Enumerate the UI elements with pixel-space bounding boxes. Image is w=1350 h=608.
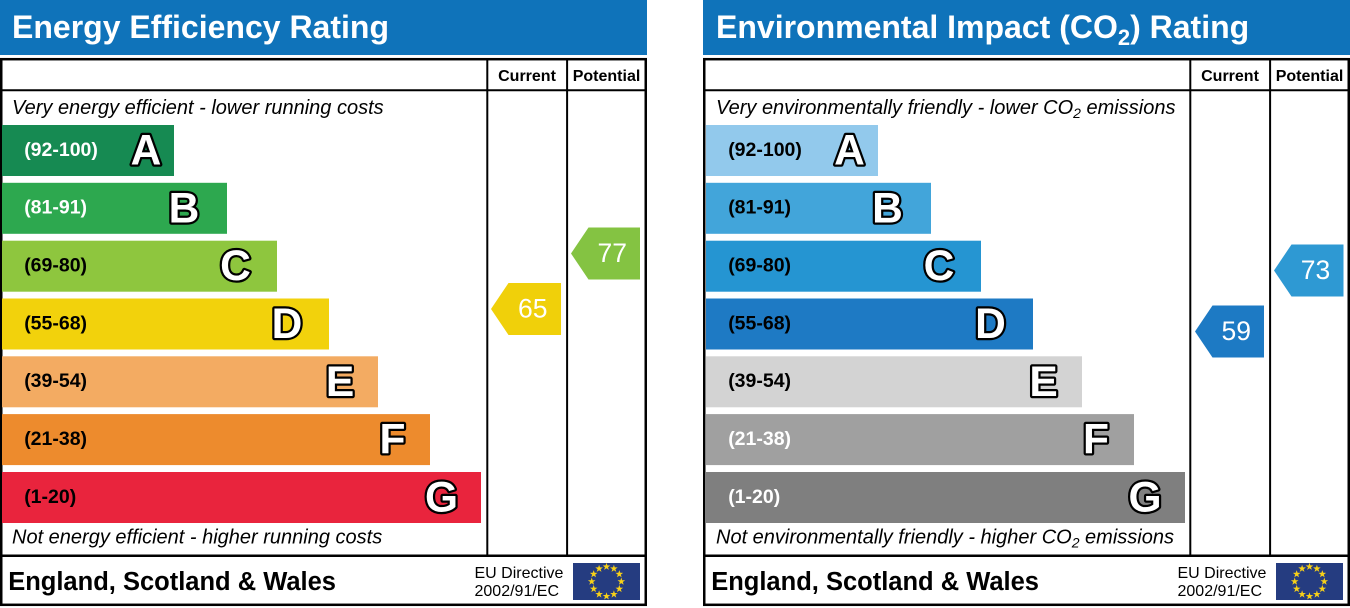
svg-text:(39-54): (39-54)	[24, 370, 87, 392]
svg-text:A: A	[131, 128, 162, 175]
svg-text:(21-38): (21-38)	[24, 428, 87, 450]
svg-text:77: 77	[598, 238, 627, 268]
svg-text:Current: Current	[1201, 68, 1259, 85]
svg-text:(69-80): (69-80)	[24, 255, 87, 277]
svg-text:EU Directive: EU Directive	[475, 565, 564, 582]
svg-text:Very energy efficient - lower: Very energy efficient - lower running co…	[12, 97, 384, 119]
svg-text:B: B	[872, 185, 903, 232]
svg-text:A: A	[834, 128, 865, 175]
svg-text:B: B	[169, 185, 200, 232]
svg-text:(1-20): (1-20)	[728, 486, 780, 508]
svg-text:Very environmentally friendly: Very environmentally friendly - lower CO…	[716, 97, 1175, 121]
svg-text:F: F	[1083, 417, 1109, 464]
svg-text:Environmental Impact (CO2) Rat: Environmental Impact (CO2) Rating	[716, 9, 1249, 50]
svg-text:Potential: Potential	[1276, 68, 1344, 85]
svg-text:England, Scotland & Wales: England, Scotland & Wales	[711, 568, 1039, 596]
svg-text:C: C	[220, 243, 251, 290]
svg-text:F: F	[380, 417, 406, 464]
svg-text:D: D	[975, 301, 1006, 348]
svg-text:(81-91): (81-91)	[728, 197, 791, 219]
svg-text:(21-38): (21-38)	[728, 428, 791, 450]
svg-text:C: C	[924, 243, 955, 290]
svg-text:(1-20): (1-20)	[24, 486, 76, 508]
svg-text:(92-100): (92-100)	[728, 139, 802, 161]
svg-text:(55-68): (55-68)	[24, 312, 87, 334]
svg-text:(55-68): (55-68)	[728, 312, 791, 334]
svg-text:Energy Efficiency Rating: Energy Efficiency Rating	[12, 9, 389, 45]
svg-text:59: 59	[1222, 316, 1251, 346]
svg-text:D: D	[272, 301, 303, 348]
svg-text:(81-91): (81-91)	[24, 197, 87, 219]
svg-text:G: G	[425, 475, 458, 522]
svg-text:G: G	[1128, 475, 1161, 522]
svg-text:2002/91/EC: 2002/91/EC	[1178, 583, 1263, 600]
svg-text:E: E	[326, 359, 354, 406]
svg-text:EU Directive: EU Directive	[1178, 565, 1267, 582]
svg-text:Current: Current	[498, 68, 556, 85]
svg-text:Not environmentally friendly -: Not environmentally friendly - higher CO…	[716, 527, 1174, 551]
svg-text:(39-54): (39-54)	[728, 370, 791, 392]
svg-text:73: 73	[1301, 255, 1330, 285]
svg-text:65: 65	[518, 293, 547, 323]
svg-text:Potential: Potential	[573, 68, 641, 85]
svg-text:England, Scotland & Wales: England, Scotland & Wales	[8, 568, 336, 596]
svg-text:Not energy efficient - higher: Not energy efficient - higher running co…	[12, 527, 382, 549]
svg-text:(92-100): (92-100)	[24, 139, 98, 161]
svg-text:E: E	[1029, 359, 1057, 406]
svg-text:(69-80): (69-80)	[728, 255, 791, 277]
svg-text:2002/91/EC: 2002/91/EC	[475, 583, 560, 600]
